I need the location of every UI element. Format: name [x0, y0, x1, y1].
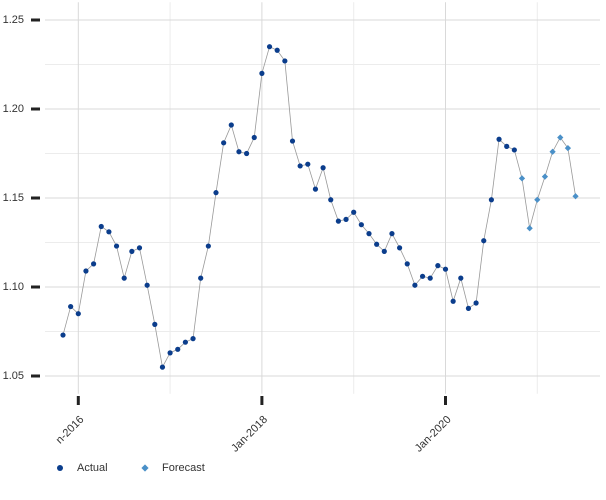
point: [205, 243, 211, 249]
point: [458, 275, 464, 281]
point: [526, 225, 533, 232]
point: [397, 245, 403, 251]
point: [144, 282, 150, 288]
point: [564, 145, 572, 152]
series-line: [62, 46, 515, 369]
y-tick-label: 1.15: [3, 192, 24, 204]
point: [68, 303, 74, 310]
point: [343, 216, 349, 222]
point: [251, 134, 257, 141]
point: [518, 175, 526, 182]
point: [113, 243, 120, 249]
point: [557, 134, 564, 141]
point: [541, 173, 549, 180]
legend-label: Forecast: [162, 462, 205, 474]
point: [282, 58, 288, 64]
legend-item: Forecast: [141, 462, 205, 474]
point: [534, 196, 541, 203]
legend-item: Actual: [57, 462, 108, 474]
point: [358, 222, 364, 228]
point: [404, 261, 410, 267]
point: [481, 238, 487, 244]
point: [312, 186, 319, 192]
point: [496, 136, 502, 142]
point: [389, 231, 395, 237]
point: [198, 275, 204, 281]
series-line: [521, 136, 576, 229]
point: [152, 321, 158, 327]
point: [473, 300, 479, 306]
point: [244, 150, 250, 157]
point: [106, 229, 112, 235]
point: [549, 148, 556, 155]
point: [328, 197, 334, 203]
point: [129, 248, 135, 254]
y-tick-label: 1.20: [3, 103, 24, 115]
point: [511, 147, 517, 153]
point: [175, 346, 181, 352]
point: [266, 44, 273, 50]
point: [98, 223, 104, 230]
legend-label: Actual: [77, 462, 108, 474]
point: [136, 245, 143, 251]
point: [419, 273, 426, 279]
point: [289, 138, 296, 144]
point: [91, 261, 97, 267]
point: [60, 332, 66, 338]
point: [221, 140, 227, 146]
point: [351, 209, 357, 215]
point: [190, 336, 196, 342]
point: [236, 149, 242, 155]
point: [167, 350, 173, 356]
point: [274, 47, 280, 53]
point: [297, 163, 303, 169]
point: [121, 275, 127, 281]
point: [435, 263, 441, 269]
y-tick-label: 1.25: [3, 14, 24, 26]
x-tick-label: n-2016: [54, 414, 87, 447]
x-tick-label: Jan-2018: [229, 414, 270, 455]
y-tick-label: 1.05: [3, 370, 24, 382]
point: [75, 311, 81, 317]
legend-marker: [141, 464, 149, 472]
point: [504, 143, 510, 149]
point: [381, 248, 387, 254]
point: [182, 339, 188, 345]
point: [442, 266, 449, 272]
legend-marker: [57, 465, 63, 471]
point: [320, 165, 326, 171]
point: [213, 190, 219, 196]
point: [259, 70, 265, 76]
x-tick-label: Jan-2020: [413, 414, 454, 455]
point: [572, 193, 579, 200]
point: [427, 275, 433, 281]
point: [335, 218, 341, 224]
point: [450, 298, 456, 304]
series-connector: [513, 149, 523, 179]
point: [374, 241, 380, 247]
point: [488, 197, 494, 203]
point: [228, 122, 234, 128]
point: [412, 282, 418, 288]
y-tick-label: 1.10: [3, 281, 24, 293]
point: [159, 364, 166, 370]
point: [83, 268, 89, 274]
point: [305, 161, 311, 167]
point: [465, 305, 472, 311]
point: [366, 231, 372, 237]
